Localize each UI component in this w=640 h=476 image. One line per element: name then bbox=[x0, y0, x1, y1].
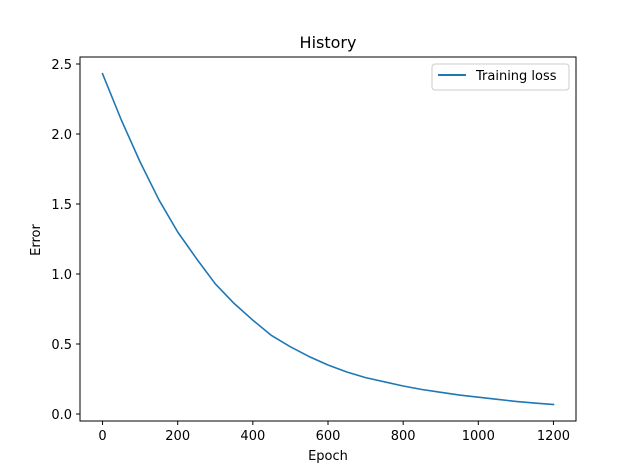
legend-entry-label: Training loss bbox=[475, 69, 557, 84]
y-tick-label: 0.5 bbox=[51, 338, 72, 353]
legend: Training loss bbox=[431, 63, 570, 91]
x-tick-label: 1200 bbox=[537, 429, 570, 444]
y-tick-label: 0.0 bbox=[51, 408, 72, 423]
x-tick-label: 0 bbox=[98, 429, 106, 444]
x-axis-label: Epoch bbox=[308, 449, 348, 464]
x-axis: 0 200 400 600 800 1000 1200 bbox=[98, 421, 570, 444]
axes-frame bbox=[79, 56, 577, 422]
x-tick-label: 200 bbox=[165, 429, 190, 444]
series-line-training-loss bbox=[101, 72, 555, 406]
x-tick-label: 600 bbox=[316, 429, 341, 444]
y-axis: 0.0 0.5 1.0 1.5 2.0 2.5 bbox=[51, 58, 80, 423]
plot-area bbox=[101, 72, 555, 406]
legend-box bbox=[431, 63, 570, 91]
y-tick-label: 2.5 bbox=[51, 58, 72, 73]
y-tick-label: 1.5 bbox=[51, 198, 72, 213]
y-tick-label: 2.0 bbox=[51, 128, 72, 143]
x-tick-label: 400 bbox=[240, 429, 265, 444]
x-tick-label: 1000 bbox=[462, 429, 495, 444]
x-tick-label: 800 bbox=[391, 429, 416, 444]
chart-title: History bbox=[300, 33, 357, 52]
y-tick-label: 1.0 bbox=[51, 268, 72, 283]
y-axis-label: Error bbox=[29, 224, 44, 256]
